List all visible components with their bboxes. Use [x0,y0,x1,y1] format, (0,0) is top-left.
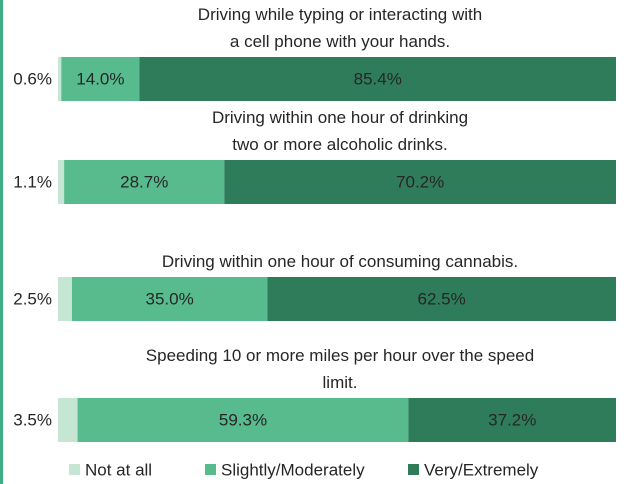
legend-swatch [69,464,80,475]
bar-segment [139,57,616,101]
left-border [0,0,3,484]
bar-segment [61,57,140,101]
legend-label: Not at all [85,460,152,479]
data-label: 1.1% [13,172,52,191]
bar-segment [58,160,65,204]
legend-label: Slightly/Moderately [221,460,365,479]
bar-segment [64,160,225,204]
bar-segment [77,398,409,442]
legend-swatch [205,464,216,475]
category-label: Speeding 10 or more miles per hour over … [146,346,534,392]
data-label: 14.0% [76,69,124,88]
category-label: Driving while typing or interacting with… [198,5,482,51]
bar-segment [58,277,72,321]
data-label: 28.7% [120,172,168,191]
data-label: 59.3% [219,410,267,429]
category-label: Driving within one hour of consuming can… [162,252,518,271]
bar-segment [408,398,616,442]
data-label: 85.4% [354,69,402,88]
data-label: 62.5% [418,289,466,308]
bar-segment [267,277,616,321]
bar-segment [224,160,616,204]
bar-segment [58,57,62,101]
legend-label: Very/Extremely [424,460,539,479]
bar-segment [58,398,78,442]
category-label: Driving within one hour of drinking two o… [212,108,468,154]
data-label: 70.2% [396,172,444,191]
data-label: 0.6% [13,69,52,88]
legend-swatch [408,464,419,475]
data-label: 3.5% [13,410,52,429]
data-label: 35.0% [145,289,193,308]
data-label: 37.2% [488,410,536,429]
bar-segment [71,277,268,321]
data-label: 2.5% [13,289,52,308]
